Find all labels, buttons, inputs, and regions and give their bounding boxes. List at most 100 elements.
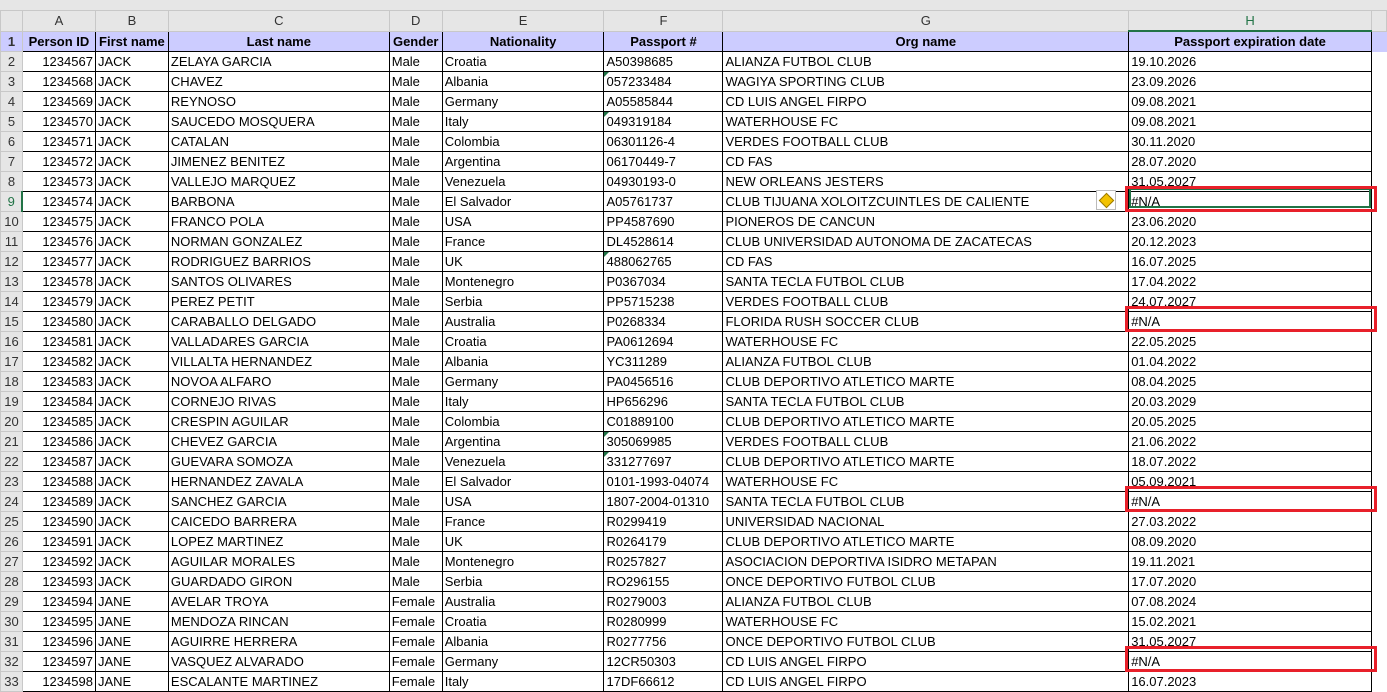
cell-I10[interactable] [1371, 212, 1386, 232]
cell-I25[interactable] [1371, 512, 1386, 532]
cell-G33[interactable]: CD LUIS ANGEL FIRPO [722, 671, 1130, 692]
cell-B29[interactable]: JANE [94, 591, 169, 612]
cell-E13[interactable]: Montenegro [441, 271, 605, 292]
cell-F5[interactable]: 049319184 [603, 111, 724, 132]
cell-D13[interactable]: Male [388, 271, 443, 292]
cell-G8[interactable]: NEW ORLEANS JESTERS [722, 171, 1130, 192]
cell-C32[interactable]: VASQUEZ ALVARADO [167, 651, 390, 672]
cell-C5[interactable]: SAUCEDO MOSQUERA [167, 111, 390, 132]
cell-C25[interactable]: CAICEDO BARRERA [167, 511, 390, 532]
row-header-19[interactable]: 19 [0, 391, 23, 412]
cell-I2[interactable] [1371, 52, 1386, 72]
cell-F23[interactable]: 0101-1993-04074 [603, 471, 724, 492]
cell-F7[interactable]: 06170449-7 [603, 151, 724, 172]
cell-D25[interactable]: Male [388, 511, 443, 532]
cell-A8[interactable]: 1234573 [21, 171, 96, 192]
cell-H30[interactable]: 15.02.2021 [1128, 611, 1372, 632]
cell-F26[interactable]: R0264179 [603, 531, 724, 552]
cell-A2[interactable]: 1234567 [21, 51, 96, 72]
cell-F33[interactable]: 17DF66612 [603, 671, 724, 692]
cell-H5[interactable]: 09.08.2021 [1128, 111, 1372, 132]
cell-A14[interactable]: 1234579 [21, 291, 96, 312]
cell-E21[interactable]: Argentina [441, 431, 605, 452]
cell-D20[interactable]: Male [388, 411, 443, 432]
cell-B3[interactable]: JACK [94, 71, 169, 92]
cell-D32[interactable]: Female [388, 651, 443, 672]
cell-G24[interactable]: SANTA TECLA FUTBOL CLUB [722, 491, 1130, 512]
column-header-H[interactable]: H [1128, 10, 1372, 32]
cell-D10[interactable]: Male [388, 211, 443, 232]
cell-G6[interactable]: VERDES FOOTBALL CLUB [722, 131, 1130, 152]
cell-H19[interactable]: 20.03.2029 [1128, 391, 1372, 412]
row-header-26[interactable]: 26 [0, 531, 23, 552]
cell-D8[interactable]: Male [388, 171, 443, 192]
cell-D11[interactable]: Male [388, 231, 443, 252]
cell-D2[interactable]: Male [388, 51, 443, 72]
cell-B30[interactable]: JANE [94, 611, 169, 632]
cell-D15[interactable]: Male [388, 311, 443, 332]
row-header-11[interactable]: 11 [0, 231, 23, 252]
cell-H4[interactable]: 09.08.2021 [1128, 91, 1372, 112]
cell-C9[interactable]: BARBONA [167, 191, 390, 212]
cell-C19[interactable]: CORNEJO RIVAS [167, 391, 390, 412]
cell-G32[interactable]: CD LUIS ANGEL FIRPO [722, 651, 1130, 672]
cell-A12[interactable]: 1234577 [21, 251, 96, 272]
cell-F9[interactable]: A05761737 [603, 191, 724, 212]
cell-C7[interactable]: JIMENEZ BENITEZ [167, 151, 390, 172]
row-header-14[interactable]: 14 [0, 291, 23, 312]
row-header-17[interactable]: 17 [0, 351, 23, 372]
row-header-10[interactable]: 10 [0, 211, 23, 232]
cell-G3[interactable]: WAGIYA SPORTING CLUB [722, 71, 1130, 92]
cell-E18[interactable]: Germany [441, 371, 605, 392]
cell-C3[interactable]: CHAVEZ [167, 71, 390, 92]
row-header-2[interactable]: 2 [0, 51, 23, 72]
row-header-12[interactable]: 12 [0, 251, 23, 272]
cell-D1[interactable]: Gender [388, 30, 443, 52]
cell-F28[interactable]: RO296155 [603, 571, 724, 592]
column-header-F[interactable]: F [603, 10, 724, 32]
cell-H25[interactable]: 27.03.2022 [1128, 511, 1372, 532]
cell-E24[interactable]: USA [441, 491, 605, 512]
cell-E14[interactable]: Serbia [441, 291, 605, 312]
cell-C11[interactable]: NORMAN GONZALEZ [167, 231, 390, 252]
cell-A21[interactable]: 1234586 [21, 431, 96, 452]
cell-G13[interactable]: SANTA TECLA FUTBOL CLUB [722, 271, 1130, 292]
cell-I1[interactable] [1371, 31, 1387, 52]
cell-I18[interactable] [1371, 372, 1386, 392]
cell-B22[interactable]: JACK [94, 451, 169, 472]
cell-A19[interactable]: 1234584 [21, 391, 96, 412]
cell-D6[interactable]: Male [388, 131, 443, 152]
cell-D16[interactable]: Male [388, 331, 443, 352]
cell-I21[interactable] [1371, 432, 1386, 452]
cell-G15[interactable]: FLORIDA RUSH SOCCER CLUB [722, 311, 1130, 332]
cell-E25[interactable]: France [441, 511, 605, 532]
cell-G18[interactable]: CLUB DEPORTIVO ATLETICO MARTE [722, 371, 1130, 392]
cell-H7[interactable]: 28.07.2020 [1128, 151, 1372, 172]
cell-D28[interactable]: Male [388, 571, 443, 592]
cell-C15[interactable]: CARABALLO DELGADO [167, 311, 390, 332]
cell-E3[interactable]: Albania [441, 71, 605, 92]
cell-F14[interactable]: PP5715238 [603, 291, 724, 312]
row-header-30[interactable]: 30 [0, 611, 23, 632]
cell-H20[interactable]: 20.05.2025 [1128, 411, 1372, 432]
row-header-6[interactable]: 6 [0, 131, 23, 152]
row-header-22[interactable]: 22 [0, 451, 23, 472]
cell-G20[interactable]: CLUB DEPORTIVO ATLETICO MARTE [722, 411, 1130, 432]
cell-A7[interactable]: 1234572 [21, 151, 96, 172]
cell-B26[interactable]: JACK [94, 531, 169, 552]
row-header-33[interactable]: 33 [0, 671, 23, 692]
row-header-15[interactable]: 15 [0, 311, 23, 332]
cell-D9[interactable]: Male [388, 191, 443, 212]
cell-C24[interactable]: SANCHEZ GARCIA [167, 491, 390, 512]
cell-D7[interactable]: Male [388, 151, 443, 172]
cell-E30[interactable]: Croatia [441, 611, 605, 632]
cell-H17[interactable]: 01.04.2022 [1128, 351, 1372, 372]
cell-C4[interactable]: REYNOSO [167, 91, 390, 112]
row-header-23[interactable]: 23 [0, 471, 23, 492]
cell-F15[interactable]: P0268334 [603, 311, 724, 332]
cell-A20[interactable]: 1234585 [21, 411, 96, 432]
cell-A28[interactable]: 1234593 [21, 571, 96, 592]
cell-G27[interactable]: ASOCIACION DEPORTIVA ISIDRO METAPAN [722, 551, 1130, 572]
cell-D12[interactable]: Male [388, 251, 443, 272]
